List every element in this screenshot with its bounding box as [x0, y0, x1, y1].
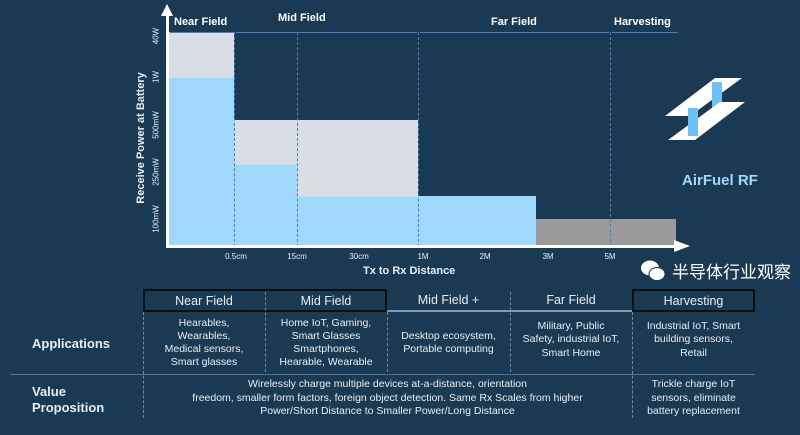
typical-power-bar — [234, 165, 297, 245]
zone-arrow-near — [170, 32, 234, 33]
zone-label: Near Field — [174, 16, 228, 28]
applications-far-field: Military, Public Safety, industrial IoT,… — [522, 320, 620, 359]
zone-arrow-far — [420, 32, 609, 33]
applications-harvesting: Industrial IoT, Smart building sensors, … — [646, 320, 741, 359]
x-tick-label: 1M — [417, 252, 429, 261]
airfuel-logo-icon — [665, 78, 745, 140]
header-harvesting: Harvesting — [632, 289, 755, 312]
x-tick-label: 15cm — [287, 252, 307, 261]
y-tick-label: 40W — [151, 27, 161, 45]
header-mid-field-plus: Mid Field + — [387, 289, 510, 312]
zone-label: Mid Field — [278, 12, 326, 24]
y-tick-label: 100mW — [151, 205, 161, 233]
divider-0-5cm — [234, 32, 235, 247]
typical-power-bar — [168, 78, 234, 245]
zone-arrow-mid — [236, 32, 417, 33]
x-axis-arrow-icon — [674, 240, 690, 252]
header-mid-field: Mid Field — [300, 293, 352, 308]
x-tick-label: 0.5cm — [225, 252, 247, 261]
header-near-field: Near Field — [175, 293, 233, 308]
zone-label: Far Field — [491, 16, 537, 28]
column-divider — [510, 292, 511, 372]
watermark: 半导体行业观察 — [640, 258, 791, 283]
max-power-bar — [168, 32, 234, 78]
harvesting-power-bar — [536, 219, 676, 245]
wechat-icon — [641, 260, 666, 281]
y-tick-label: 1W — [151, 71, 161, 83]
column-divider — [632, 312, 633, 418]
value-proposition-harvesting: Trickle charge IoT sensors, eliminate ba… — [647, 378, 740, 418]
airfuel-logo-text: AirFuel RF — [682, 172, 758, 189]
y-axis-arrow-icon — [161, 4, 173, 16]
divider-15cm — [297, 32, 298, 247]
divider-5m — [610, 32, 611, 247]
typical-power-bar — [418, 196, 536, 245]
x-tick-label: 5M — [604, 252, 616, 261]
zone-label: Harvesting — [614, 16, 671, 28]
max-power-bar — [297, 120, 418, 197]
value-proposition-label: Value Proposition — [32, 384, 105, 415]
watermark-text: 半导体行业观察 — [672, 263, 791, 283]
x-tick-label: 3M — [542, 252, 554, 261]
value-proposition-main: Wirelessly charge multiple devices at-a-… — [192, 378, 583, 418]
column-divider — [143, 312, 144, 418]
x-tick-label: 30cm — [349, 252, 369, 261]
power-distance-chart: Receive Power at Battery Near Field Mid … — [135, 4, 690, 277]
airfuel-logo — [660, 72, 750, 147]
y-tick-label: 500mW — [151, 111, 161, 139]
zone-arrow-harvest — [612, 32, 678, 33]
applications-label: Applications — [32, 336, 111, 351]
divider-1m — [418, 32, 419, 247]
column-divider — [265, 292, 266, 372]
x-tick-label: 2M — [479, 252, 491, 261]
typical-power-bar — [297, 197, 418, 245]
applications-near-field: Hearables, Wearables, Medical sensors, S… — [164, 316, 244, 369]
applications-mid-field: Home IoT, Gaming, Smart Glasses Smartpho… — [279, 316, 373, 369]
y-axis — [166, 14, 169, 248]
y-axis-label: Receive Power at Battery — [135, 72, 147, 204]
max-power-bar — [234, 120, 297, 165]
x-axis — [166, 245, 676, 248]
x-axis-label: Tx to Rx Distance — [363, 265, 456, 277]
header-far-field: Far Field — [510, 289, 632, 312]
column-divider — [387, 312, 388, 372]
y-tick-label: 250mW — [151, 158, 161, 186]
applications-mid-field-plus: Desktop ecosystem, Portable computing — [401, 329, 496, 355]
row-divider — [10, 374, 755, 375]
